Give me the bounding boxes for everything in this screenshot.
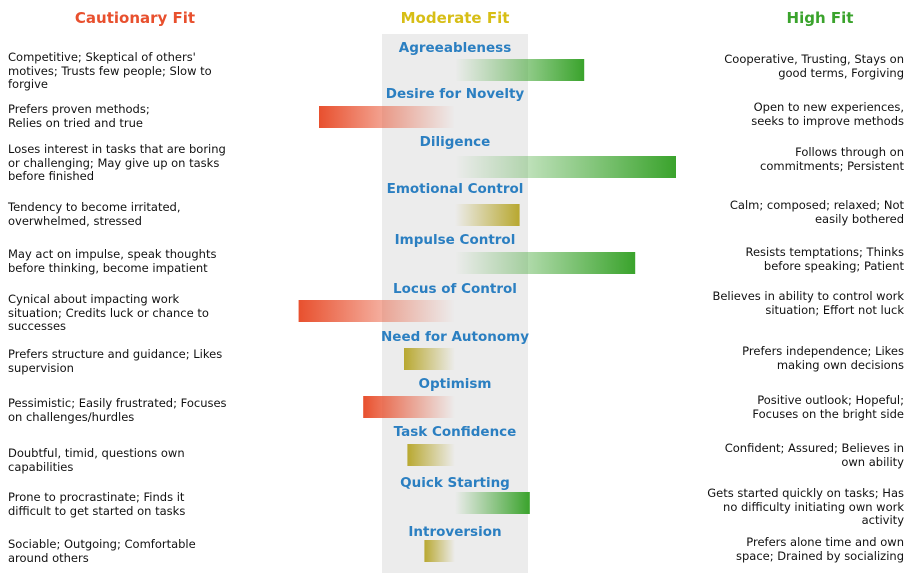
trait-label-need-for-autonomy: Need for Autonomy xyxy=(380,329,530,345)
trait-label-task-confidence: Task Confidence xyxy=(393,424,517,440)
trait-label-optimism: Optimism xyxy=(418,376,492,392)
bar-introversion xyxy=(424,540,455,562)
bar-optimism xyxy=(363,396,455,418)
cautionary-description-diligence: Loses interest in tasks that are boring … xyxy=(8,142,226,184)
cautionary-description-optimism: Pessimistic; Easily frustrated; Focuses … xyxy=(8,396,227,424)
trait-label-impulse-control: Impulse Control xyxy=(394,232,516,248)
cautionary-description-desire-for-novelty: Prefers proven methods; Relies on tried … xyxy=(8,102,150,130)
high-description-need-for-autonomy: Prefers independence; Likes making own d… xyxy=(742,344,904,372)
cautionary-description-task-confidence: Doubtful, timid, questions own capabilit… xyxy=(8,446,185,474)
high-description-agreeableness: Cooperative, Trusting, Stays on good ter… xyxy=(724,52,904,80)
cautionary-description-locus-of-control: Cynical about impacting work situation; … xyxy=(8,292,209,334)
bar-impulse-control xyxy=(455,252,636,274)
trait-label-quick-starting: Quick Starting xyxy=(400,475,510,491)
bar-desire-for-novelty xyxy=(319,106,455,128)
high-description-diligence: Follows through on commitments; Persiste… xyxy=(760,145,904,173)
trait-label-emotional-control: Emotional Control xyxy=(386,181,524,197)
trait-label-agreeableness: Agreeableness xyxy=(398,40,512,56)
high-description-optimism: Positive outlook; Hopeful; Focuses on th… xyxy=(752,393,904,421)
bar-task-confidence xyxy=(407,444,455,466)
trait-label-desire-for-novelty: Desire for Novelty xyxy=(385,86,525,102)
moderate-fit-header: Moderate Fit xyxy=(400,9,510,27)
high-description-task-confidence: Confident; Assured; Believes in own abil… xyxy=(724,441,904,469)
high-description-quick-starting: Gets started quickly on tasks; Has no di… xyxy=(707,486,904,528)
cautionary-description-impulse-control: May act on impulse, speak thoughts befor… xyxy=(8,247,217,275)
high-description-impulse-control: Resists temptations; Thinks before speak… xyxy=(745,245,904,273)
high-description-emotional-control: Calm; composed; relaxed; Not easily both… xyxy=(729,198,904,226)
bar-emotional-control xyxy=(455,204,520,226)
cautionary-description-need-for-autonomy: Prefers structure and guidance; Likes su… xyxy=(8,347,223,375)
trait-label-introversion: Introversion xyxy=(408,524,502,540)
bar-diligence xyxy=(455,156,676,178)
cautionary-description-emotional-control: Tendency to become irritated, overwhelme… xyxy=(8,200,181,228)
cautionary-description-quick-starting: Prone to procrastinate; Finds it difficu… xyxy=(8,490,186,518)
bar-need-for-autonomy xyxy=(404,348,455,370)
bar-quick-starting xyxy=(455,492,530,514)
high-description-introversion: Prefers alone time and own space; Draine… xyxy=(736,535,904,563)
high-fit-header: High Fit xyxy=(786,9,854,27)
cautionary-description-agreeableness: Competitive; Skeptical of others' motive… xyxy=(8,50,212,92)
high-description-desire-for-novelty: Open to new experiences, seeks to improv… xyxy=(751,100,904,128)
bar-agreeableness xyxy=(455,59,585,81)
bar-locus-of-control xyxy=(298,300,455,322)
cautionary-fit-header: Cautionary Fit xyxy=(74,9,196,27)
trait-label-locus-of-control: Locus of Control xyxy=(393,281,517,297)
cautionary-description-introversion: Sociable; Outgoing; Comfortable around o… xyxy=(8,537,196,565)
high-description-locus-of-control: Believes in ability to control work situ… xyxy=(712,289,904,317)
trait-label-diligence: Diligence xyxy=(419,134,491,150)
